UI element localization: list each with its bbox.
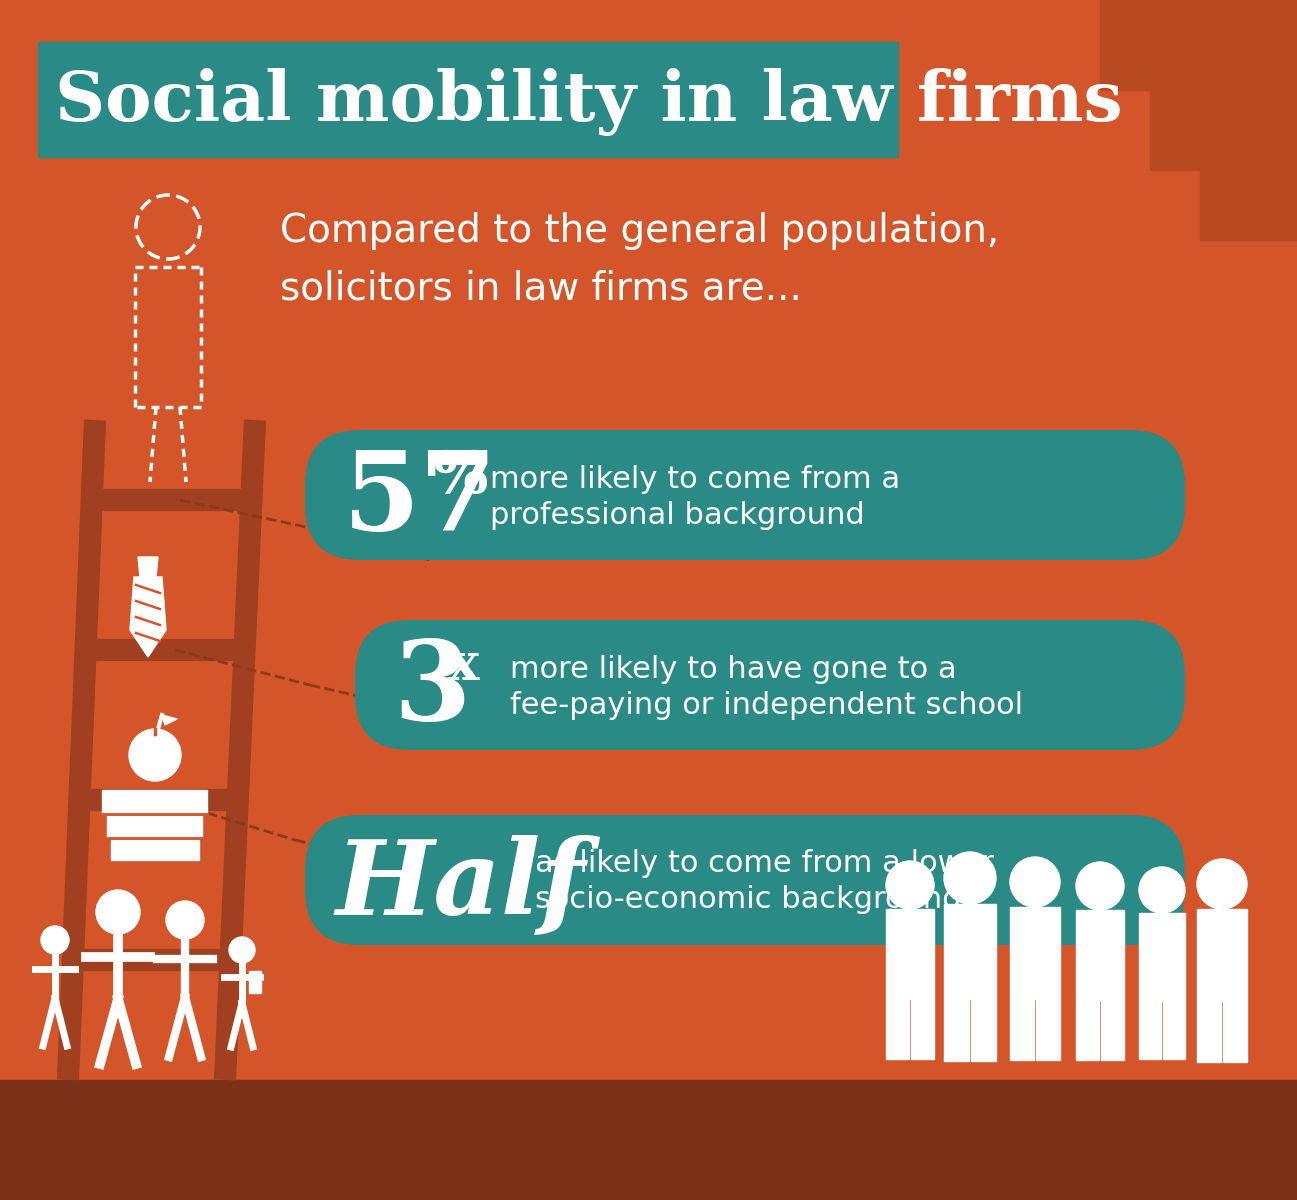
Text: %: % bbox=[433, 449, 489, 505]
Text: Social mobility in law firms: Social mobility in law firms bbox=[54, 68, 1123, 136]
Circle shape bbox=[886, 862, 934, 910]
Bar bbox=[1163, 1001, 1185, 1058]
Bar bbox=[1139, 1001, 1161, 1058]
Bar bbox=[944, 998, 969, 1061]
Circle shape bbox=[128, 728, 182, 781]
Bar bbox=[106, 816, 202, 838]
FancyBboxPatch shape bbox=[305, 815, 1185, 946]
Bar bbox=[102, 790, 208, 814]
Text: Compared to the general population,: Compared to the general population, bbox=[280, 212, 999, 250]
Bar bbox=[1100, 0, 1297, 90]
Circle shape bbox=[1139, 866, 1185, 913]
Bar bbox=[1010, 998, 1034, 1060]
Bar bbox=[1077, 910, 1124, 1000]
Circle shape bbox=[1077, 862, 1124, 910]
Text: solicitors in law firms are...: solicitors in law firms are... bbox=[280, 270, 802, 308]
Bar bbox=[1200, 170, 1297, 240]
Circle shape bbox=[944, 852, 996, 904]
Text: Half: Half bbox=[335, 834, 585, 936]
Bar bbox=[886, 998, 909, 1058]
Circle shape bbox=[1010, 857, 1060, 907]
Polygon shape bbox=[162, 715, 176, 725]
Bar bbox=[1223, 1001, 1246, 1062]
Text: fee-paying or independent school: fee-paying or independent school bbox=[510, 690, 1023, 720]
Bar bbox=[0, 1080, 1297, 1200]
Bar bbox=[1036, 998, 1060, 1060]
Text: 57: 57 bbox=[342, 446, 498, 553]
Circle shape bbox=[1197, 859, 1246, 910]
Bar bbox=[38, 42, 898, 157]
Polygon shape bbox=[130, 577, 166, 658]
Bar bbox=[910, 998, 934, 1058]
Bar bbox=[1077, 1000, 1099, 1060]
Text: 3: 3 bbox=[393, 636, 471, 744]
Text: x: x bbox=[447, 640, 480, 690]
Bar bbox=[886, 910, 934, 998]
Bar bbox=[1101, 1000, 1124, 1060]
Bar bbox=[1139, 913, 1185, 1001]
Bar bbox=[971, 998, 996, 1061]
Text: professional background: professional background bbox=[490, 500, 865, 529]
Circle shape bbox=[166, 901, 204, 938]
FancyBboxPatch shape bbox=[305, 430, 1185, 560]
FancyBboxPatch shape bbox=[355, 620, 1185, 750]
Polygon shape bbox=[137, 557, 158, 577]
Circle shape bbox=[42, 926, 69, 954]
Bar bbox=[1197, 910, 1246, 1001]
Bar bbox=[112, 840, 198, 860]
Text: more likely to have gone to a: more likely to have gone to a bbox=[510, 654, 957, 684]
Circle shape bbox=[96, 890, 140, 934]
Bar bbox=[944, 904, 996, 998]
Text: as likely to come from a lower: as likely to come from a lower bbox=[534, 850, 994, 878]
Bar bbox=[1150, 90, 1297, 170]
Bar bbox=[1197, 1001, 1220, 1062]
Text: more likely to come from a: more likely to come from a bbox=[490, 464, 900, 493]
Circle shape bbox=[230, 937, 256, 962]
Bar bbox=[249, 971, 261, 994]
Bar bbox=[1010, 907, 1060, 998]
Text: socio-economic background: socio-economic background bbox=[534, 886, 961, 914]
